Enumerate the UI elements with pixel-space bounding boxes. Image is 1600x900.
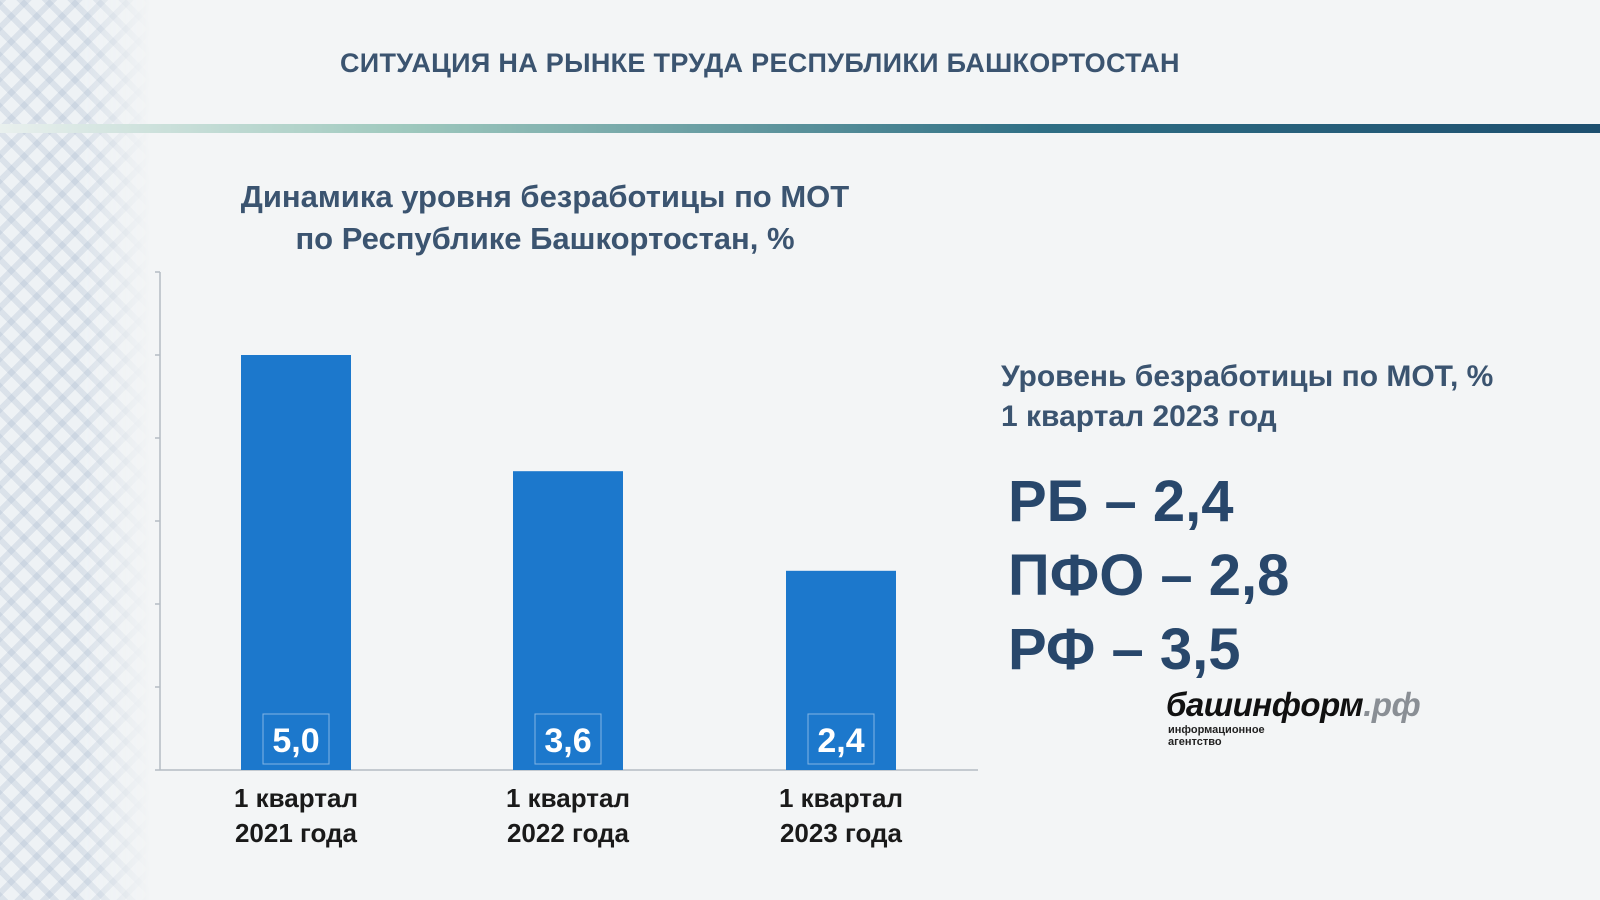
logo-name: башинформ [1166,686,1364,723]
logo-wordmark: башинформ.рф [1166,686,1466,724]
x-tick-label-2-line1: 1 квартал [779,783,903,813]
kpi-heading-line2: 1 квартал 2023 год [1001,400,1277,433]
value-label-0: 5,0 [272,722,319,760]
ornament-pattern [0,0,150,900]
header-divider [0,124,1600,133]
chart-title-line2: по Республике Башкортостан, % [295,221,795,256]
bar-0 [241,355,351,770]
x-tick-label-0-line2: 2021 года [235,818,358,848]
logo-suffix: .рф [1363,686,1421,723]
x-tick-label-0-line1: 1 квартал [234,783,358,813]
kpi-rb: РБ – 2,4 [1008,469,1234,534]
logo-subtitle-line2: агентство [1168,736,1222,748]
value-label-box-2 [807,713,875,765]
value-label-1: 3,6 [544,722,591,760]
bashinform-logo: башинформ.рф информационное агентство [1166,686,1466,748]
chart-title-line1: Динамика уровня безработицы по МОТ [240,179,850,214]
kpi-heading: Уровень безработицы по МОТ, % 1 квартал … [1001,357,1581,437]
kpi-pfo: ПФО – 2,8 [1008,543,1290,608]
kpi-heading-line1: Уровень безработицы по МОТ, % [1001,360,1494,393]
value-label-2: 2,4 [817,722,864,760]
x-tick-label-2-line2: 2023 года [780,818,903,848]
value-label-box-0 [262,713,330,765]
chart-title: Динамика уровня безработицы по МОТ по Ре… [190,176,900,260]
logo-subtitle-line1: информационное [1168,724,1265,736]
x-tick-label-1-line1: 1 квартал [506,783,630,813]
kpi-rf: РФ – 3,5 [1008,617,1241,682]
page-title: СИТУАЦИЯ НА РЫНКЕ ТРУДА РЕСПУБЛИКИ БАШКО… [340,48,1180,78]
x-tick-label-1-line2: 2022 года [507,818,630,848]
bar-2 [786,570,896,770]
bar-1 [513,471,623,770]
value-label-box-1 [534,713,602,765]
